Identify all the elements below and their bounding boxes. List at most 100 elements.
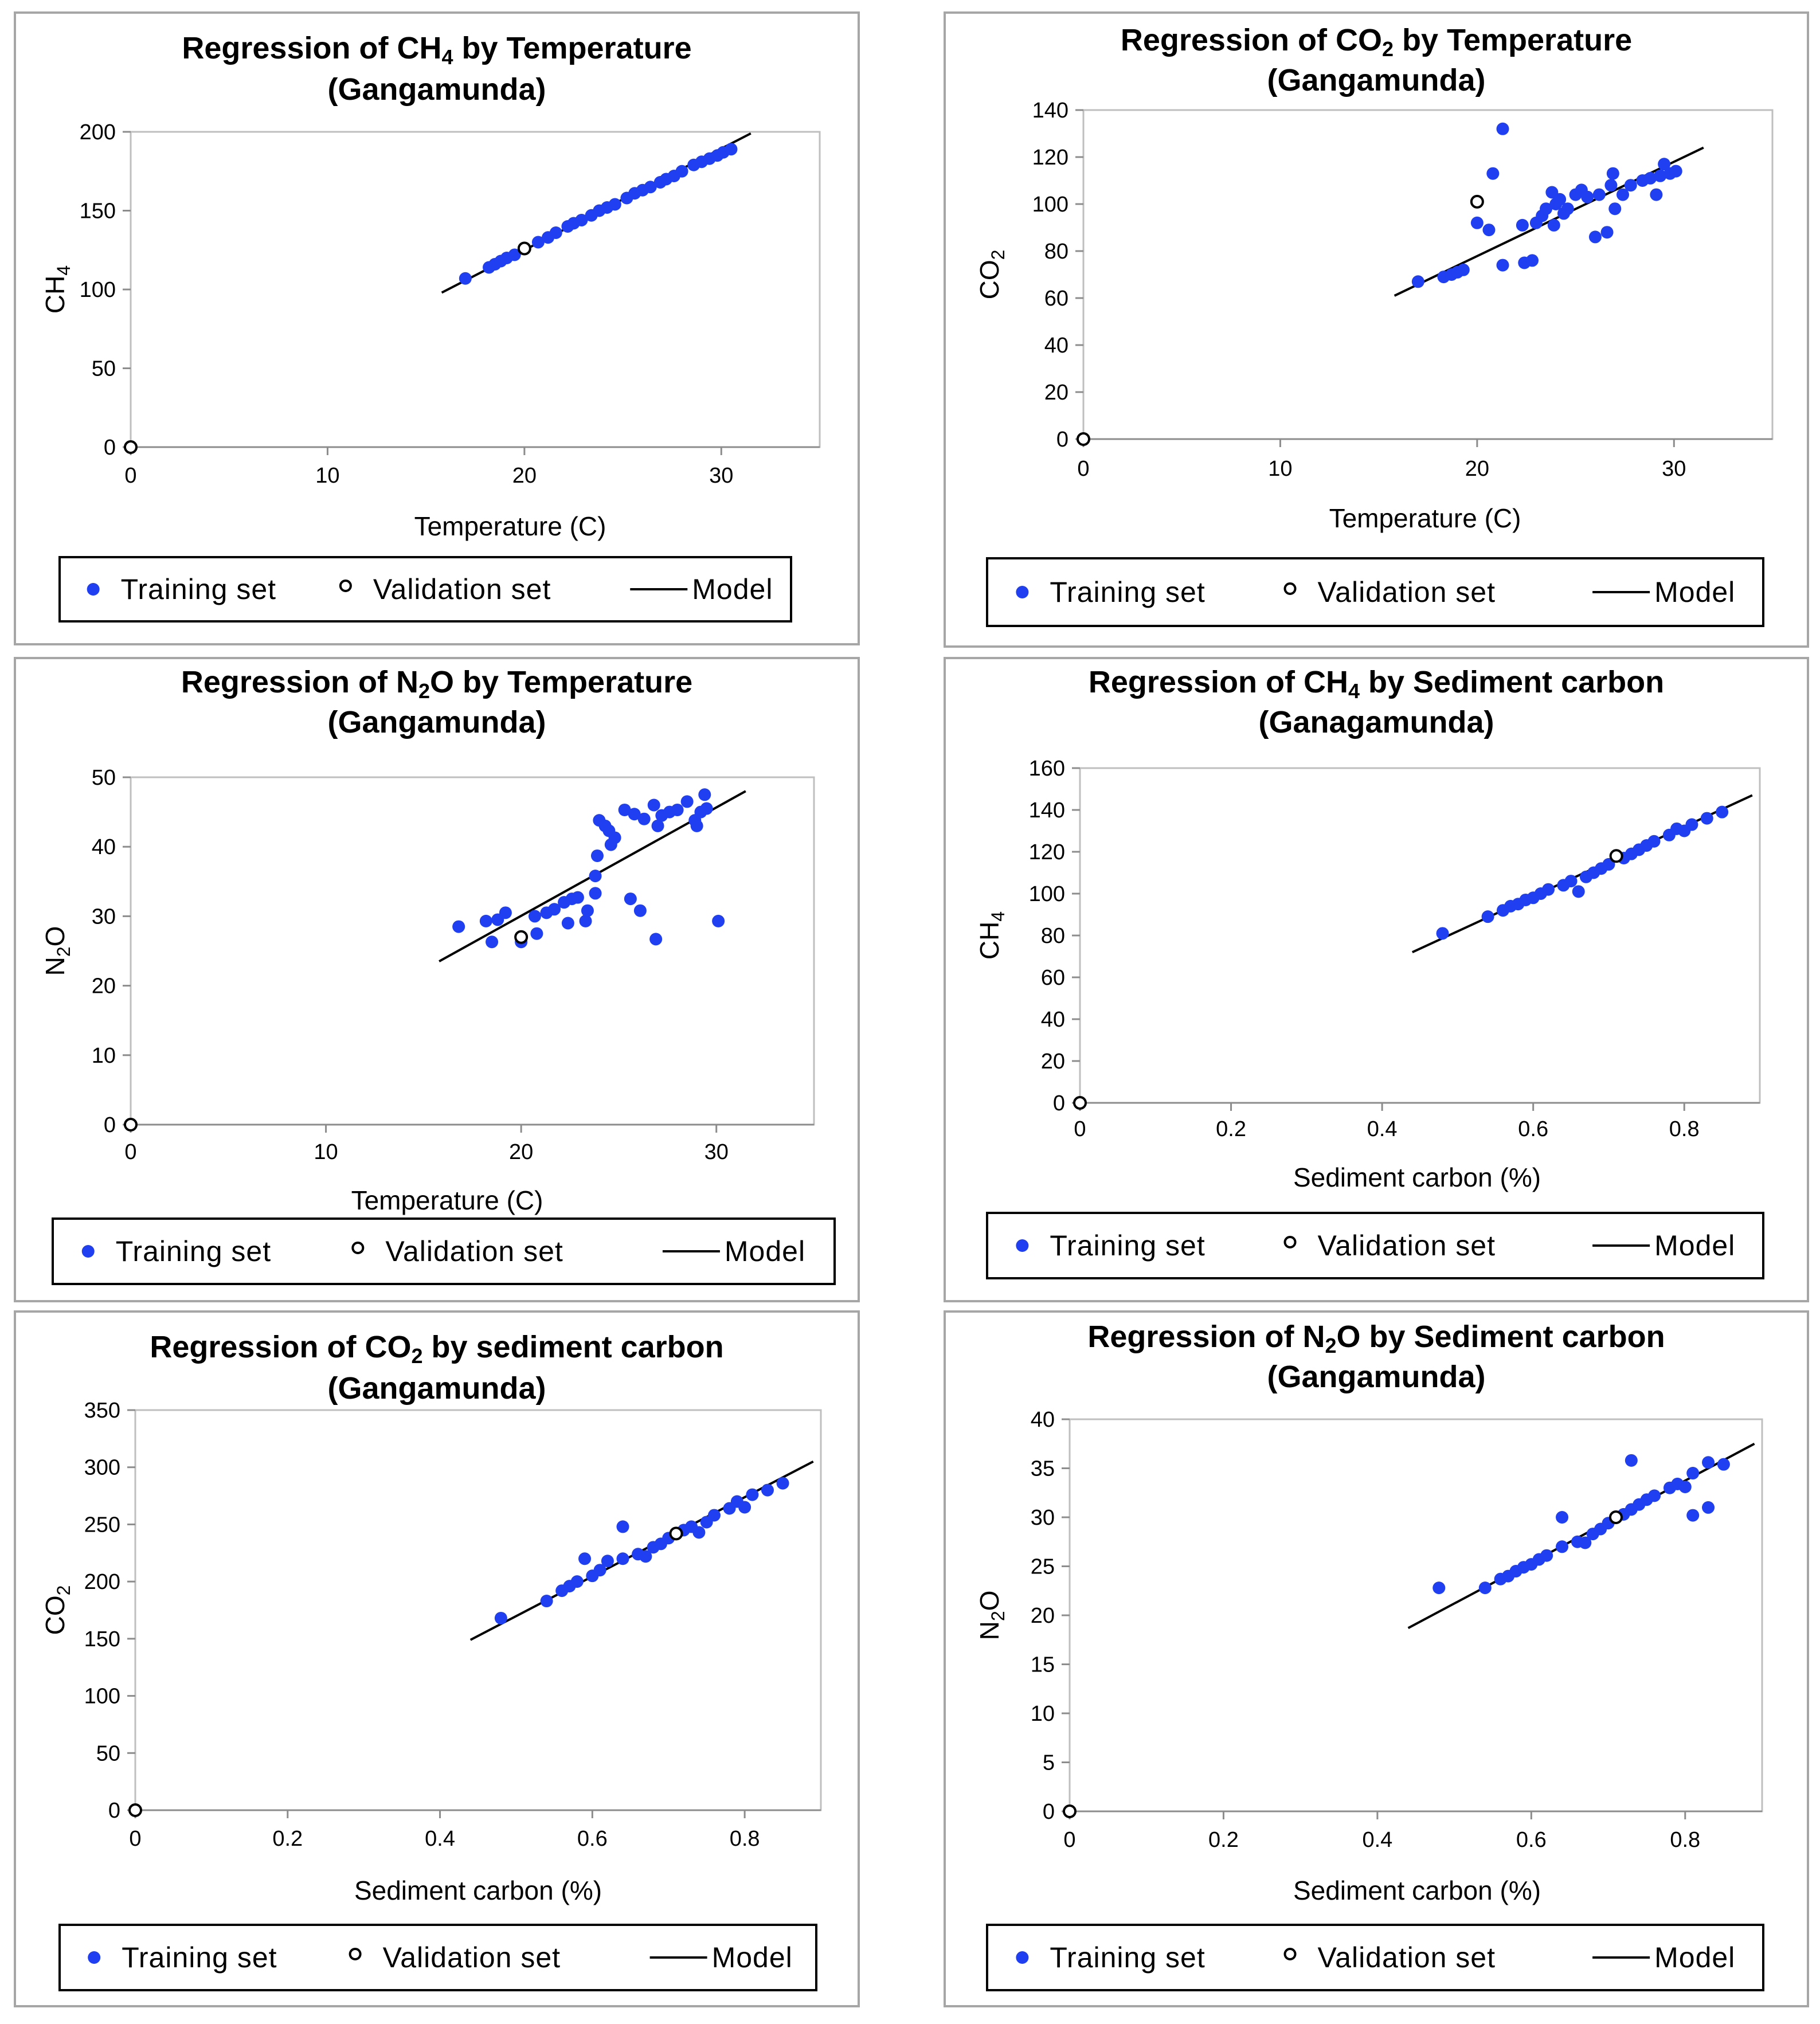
training-point <box>738 1501 752 1514</box>
training-point <box>1592 188 1606 201</box>
training-point <box>1686 1467 1700 1480</box>
y-axis-label: N2O <box>40 926 74 976</box>
training-point <box>700 802 713 815</box>
y-tick-label: 50 <box>92 357 116 381</box>
x-tick-label: 0 <box>124 1140 136 1164</box>
y-label-subscript: 4 <box>988 911 1008 922</box>
x-axis-label: Sediment carbon (%) <box>1293 1162 1541 1192</box>
training-point <box>608 831 621 844</box>
title-text: by Sediment carbon <box>1360 665 1664 699</box>
y-label-text: CH <box>974 922 1004 960</box>
chart-panel-ch4-temperature: Regression of CH4 by Temperature (Gangamu… <box>14 11 860 645</box>
chart-panel-co2-sediment: Regression of CO2 by sediment carbon (Gan… <box>14 1310 860 2007</box>
y-tick-label: 20 <box>1044 381 1068 405</box>
y-tick-label: 35 <box>1031 1457 1055 1481</box>
training-point <box>1616 188 1629 201</box>
model-line <box>1407 1442 1755 1629</box>
chart-svg: Regression of CO2 by Temperature(Gangamu… <box>974 23 1774 627</box>
y-tick-label: 140 <box>1029 798 1065 823</box>
x-tick-label: 30 <box>1662 457 1686 481</box>
legend-training-label: Training set <box>121 573 276 605</box>
training-point <box>690 819 703 832</box>
legend-training-marker <box>1016 586 1029 598</box>
training-point <box>486 935 499 949</box>
training-point <box>570 1575 584 1588</box>
training-point <box>1553 193 1567 206</box>
chart-panel-n2o-sediment: Regression of N2O by Sediment carbon (Gan… <box>944 1310 1809 2007</box>
training-point <box>589 887 602 900</box>
training-point <box>1496 122 1509 135</box>
training-point <box>561 917 574 930</box>
training-point <box>725 143 738 156</box>
training-point <box>479 914 492 927</box>
y-tick-label: 60 <box>1044 287 1068 311</box>
chart-panel-co2-temperature: Regression of CO2 by Temperature (Gangamu… <box>944 11 1809 648</box>
validation-point <box>1609 849 1623 863</box>
title-text: Regression of N <box>1087 1320 1325 1354</box>
training-point <box>548 903 561 916</box>
legend-model-label: Model <box>692 573 773 605</box>
training-point <box>647 798 660 812</box>
y-tick-label: 120 <box>1029 840 1065 864</box>
x-axis-label: Temperature (C) <box>351 1185 543 1215</box>
training-point <box>608 198 621 211</box>
training-point <box>1650 188 1663 201</box>
title-text: Regression of CO <box>1121 23 1382 57</box>
training-point <box>1457 263 1470 276</box>
title-subscript: 2 <box>418 679 430 703</box>
title-text: by Temperature <box>1394 23 1632 57</box>
x-tick-label: 0.4 <box>1367 1117 1398 1141</box>
y-tick-label: 0 <box>104 1113 116 1137</box>
training-point <box>1496 259 1509 272</box>
validation-point <box>669 1526 683 1541</box>
training-point <box>1648 1489 1661 1502</box>
title-text: Regression of N <box>181 665 418 699</box>
legend-validation-marker <box>1283 1236 1297 1248</box>
training-point <box>1702 1501 1715 1514</box>
chart-panel-n2o-temperature: Regression of N2O by Temperature (Gangamu… <box>14 657 860 1302</box>
chart-title: Regression of CO2 by Temperature <box>1121 23 1632 61</box>
training-point <box>616 1552 629 1565</box>
y-tick-label: 140 <box>1032 99 1068 123</box>
legend-model-label: Model <box>1654 1941 1735 1974</box>
y-tick-label: 150 <box>84 1627 120 1651</box>
y-tick-label: 40 <box>1031 1408 1055 1432</box>
chart-svg: Regression of CH4 by Temperature(Gangamu… <box>40 31 821 623</box>
validation-point <box>517 241 531 256</box>
validation-point <box>1073 1096 1087 1110</box>
training-point <box>1579 1536 1592 1549</box>
training-point <box>618 803 631 816</box>
x-tick-label: 0.6 <box>577 1827 608 1851</box>
training-point <box>578 1552 592 1565</box>
title-subscript: 2 <box>1382 37 1394 61</box>
legend-model-label: Model <box>1654 576 1735 608</box>
validation-point <box>124 440 138 454</box>
y-label-text: N <box>40 957 70 976</box>
y-tick-label: 0 <box>1053 1091 1065 1115</box>
training-point <box>1556 1540 1569 1553</box>
training-point <box>1625 1454 1638 1467</box>
y-tick-label: 40 <box>92 835 116 859</box>
chart-subtitle: (Gangamunda) <box>1267 1360 1485 1394</box>
y-label-subscript: 2 <box>988 1611 1008 1621</box>
legend: Training set Validation set Model <box>52 1217 836 1285</box>
x-tick-label: 0.8 <box>1670 1828 1700 1852</box>
chart-title: Regression of CH4 by Sediment carbon <box>1089 665 1664 703</box>
training-point <box>1702 1456 1715 1469</box>
training-point <box>1647 835 1661 848</box>
title-text: by sediment carbon <box>422 1330 723 1364</box>
training-point <box>1644 171 1657 185</box>
training-point <box>1654 169 1667 182</box>
legend-model-label: Model <box>1654 1230 1735 1262</box>
y-tick-label: 20 <box>1031 1604 1055 1628</box>
training-point <box>624 892 637 906</box>
training-point <box>1478 1581 1492 1595</box>
legend-training-marker <box>87 583 100 596</box>
plot-area <box>134 1409 822 1811</box>
legend: Training set Validation set Model <box>986 1924 1764 1991</box>
y-axis-label: CH4 <box>974 911 1008 960</box>
training-point <box>761 1483 774 1497</box>
y-axis-label: CH4 <box>40 265 74 314</box>
validation-point <box>514 930 529 944</box>
y-tick-label: 150 <box>80 199 116 224</box>
